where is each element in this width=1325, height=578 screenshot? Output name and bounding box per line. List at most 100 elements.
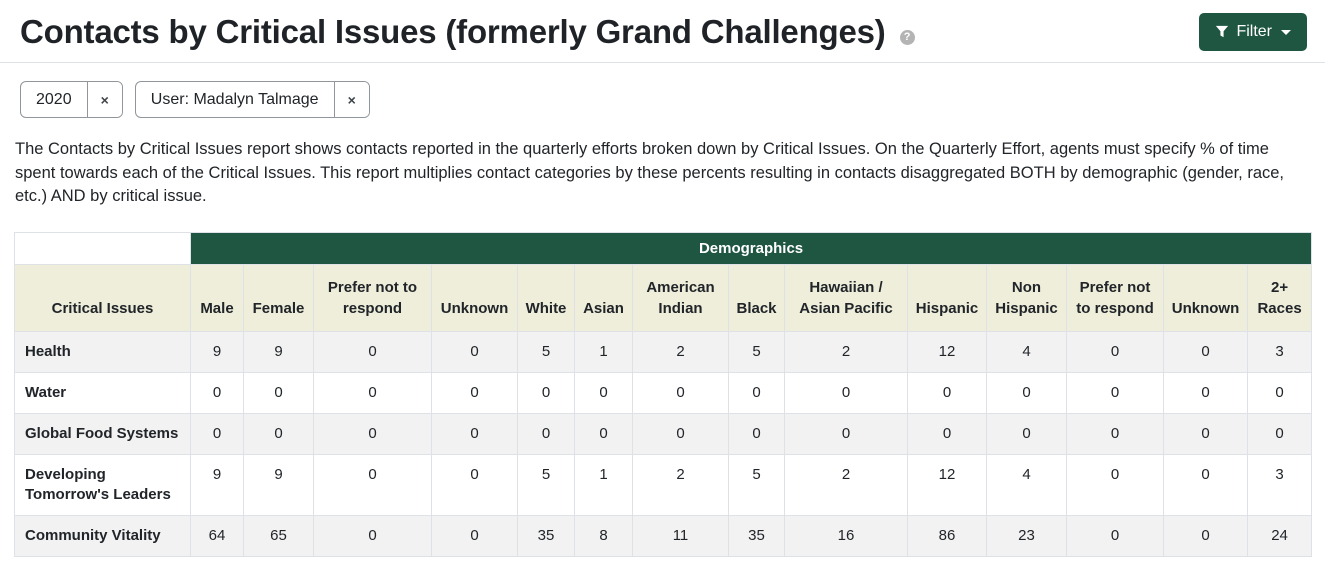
cell: 86 — [907, 514, 987, 557]
filter-chip-user: User: Madalyn Talmage × — [134, 81, 370, 118]
table-row: Community Vitality 64 65 0 0 35 8 11 35 … — [14, 514, 1313, 557]
filter-funnel-icon — [1215, 25, 1229, 39]
cell: 0 — [313, 330, 432, 373]
row-label: Water — [14, 371, 191, 414]
cell: 0 — [431, 453, 518, 516]
cell: 5 — [517, 330, 575, 373]
cell: 0 — [1163, 371, 1248, 414]
cell: 2 — [632, 453, 729, 516]
close-icon[interactable]: × — [333, 82, 369, 117]
report-table-container: Demographics Critical Issues Male Female… — [14, 231, 1313, 557]
col-header: Unknown — [431, 263, 518, 332]
cell: 2 — [632, 330, 729, 373]
row-label: Community Vitality — [14, 514, 191, 557]
cell: 0 — [243, 371, 314, 414]
cell: 0 — [1066, 412, 1164, 455]
col-header: Prefer not to respond — [313, 263, 432, 332]
cell: 0 — [1163, 330, 1248, 373]
cell: 0 — [1066, 371, 1164, 414]
filter-chip-label: User: Madalyn Talmage — [150, 90, 319, 108]
cell: 0 — [1163, 453, 1248, 516]
col-header: White — [517, 263, 575, 332]
col-header: 2+ Races — [1246, 263, 1313, 332]
filter-button[interactable]: Filter — [1199, 13, 1307, 51]
cell: 0 — [190, 412, 244, 455]
cell: 0 — [728, 371, 785, 414]
col-header: Prefer not to respond — [1066, 263, 1164, 332]
cell: 35 — [517, 514, 575, 557]
cell: 12 — [907, 330, 987, 373]
cell: 0 — [986, 371, 1067, 414]
cell: 0 — [431, 371, 518, 414]
cell: 0 — [190, 371, 244, 414]
cell: 0 — [1066, 330, 1164, 373]
col-header: Unknown — [1163, 263, 1248, 332]
cell: 0 — [313, 514, 432, 557]
demographics-group-header: Demographics — [189, 231, 1313, 265]
col-header: American Indian — [632, 263, 729, 332]
cell: 0 — [728, 412, 785, 455]
cell: 0 — [784, 371, 908, 414]
cell: 9 — [190, 453, 244, 516]
cell: 9 — [243, 453, 314, 516]
cell: 8 — [574, 514, 633, 557]
col-header-critical-issues: Critical Issues — [14, 263, 191, 332]
cell: 23 — [986, 514, 1067, 557]
cell: 0 — [632, 371, 729, 414]
page-title: Contacts by Critical Issues (formerly Gr… — [20, 13, 886, 50]
cell: 0 — [907, 371, 987, 414]
page-header: Contacts by Critical Issues (formerly Gr… — [0, 0, 1325, 63]
cell: 5 — [728, 330, 785, 373]
cell: 0 — [517, 412, 575, 455]
cell: 0 — [1246, 412, 1313, 455]
cell: 0 — [1163, 412, 1248, 455]
cell: 0 — [517, 371, 575, 414]
cell: 9 — [243, 330, 314, 373]
cell: 0 — [1066, 514, 1164, 557]
cell: 4 — [986, 453, 1067, 516]
report-description: The Contacts by Critical Issues report s… — [15, 140, 1285, 205]
cell: 0 — [907, 412, 987, 455]
col-header: Non Hispanic — [986, 263, 1067, 332]
cell: 1 — [574, 453, 633, 516]
cell: 0 — [1246, 371, 1313, 414]
cell: 0 — [313, 371, 432, 414]
cell: 0 — [1163, 514, 1248, 557]
contacts-by-critical-issues-table: Demographics Critical Issues Male Female… — [14, 231, 1313, 557]
cell: 3 — [1246, 330, 1313, 373]
cell: 11 — [632, 514, 729, 557]
corner-cell — [14, 231, 191, 265]
cell: 65 — [243, 514, 314, 557]
active-filters: 2020 × User: Madalyn Talmage × — [20, 81, 1305, 118]
cell: 2 — [784, 330, 908, 373]
table-row: Developing Tomorrow's Leaders 9 9 0 0 5 … — [14, 453, 1313, 516]
cell: 0 — [1066, 453, 1164, 516]
cell: 3 — [1246, 453, 1313, 516]
table-row: Global Food Systems 0 0 0 0 0 0 0 0 0 0 … — [14, 412, 1313, 455]
cell: 0 — [243, 412, 314, 455]
cell: 16 — [784, 514, 908, 557]
cell: 0 — [574, 371, 633, 414]
row-label: Developing Tomorrow's Leaders — [14, 453, 191, 516]
cell: 24 — [1246, 514, 1313, 557]
row-label: Global Food Systems — [14, 412, 191, 455]
col-header: Female — [243, 263, 314, 332]
filter-chip-year: 2020 × — [20, 81, 123, 118]
cell: 0 — [784, 412, 908, 455]
cell: 9 — [190, 330, 244, 373]
cell: 0 — [313, 412, 432, 455]
cell: 0 — [431, 330, 518, 373]
cell: 5 — [517, 453, 575, 516]
column-header-row: Critical Issues Male Female Prefer not t… — [14, 263, 1313, 332]
cell: 35 — [728, 514, 785, 557]
cell: 0 — [431, 412, 518, 455]
col-header: Male — [190, 263, 244, 332]
close-icon[interactable]: × — [86, 82, 122, 117]
filter-chip-label: 2020 — [36, 90, 72, 108]
table-row: Water 0 0 0 0 0 0 0 0 0 0 0 0 0 0 — [14, 371, 1313, 414]
group-header-row: Demographics — [14, 231, 1313, 265]
cell: 4 — [986, 330, 1067, 373]
help-icon[interactable]: ? — [899, 29, 915, 45]
cell: 12 — [907, 453, 987, 516]
cell: 64 — [190, 514, 244, 557]
